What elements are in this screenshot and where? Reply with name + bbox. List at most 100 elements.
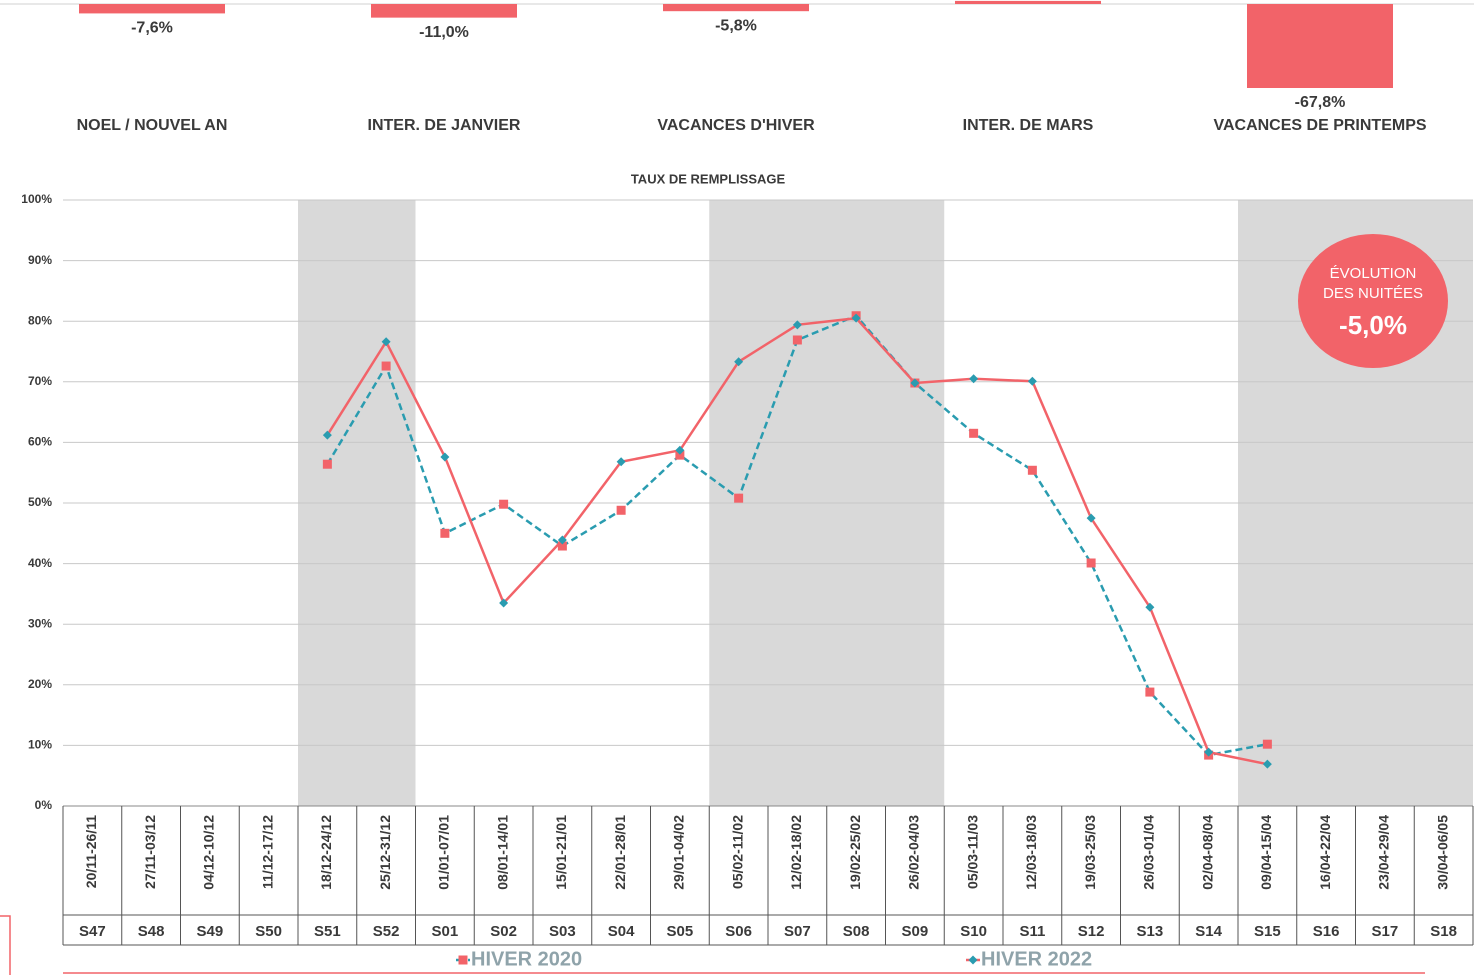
- x-tick-label: 30/04-06/05: [1434, 815, 1450, 890]
- x-tick-label: 15/01-21/01: [553, 815, 569, 890]
- week-label: S52: [373, 923, 400, 940]
- week-label: S14: [1195, 923, 1222, 940]
- annotation-text: DES NUITÉES: [1323, 285, 1423, 302]
- y-tick-label: 20%: [28, 677, 52, 691]
- x-tick-label: 04/12-10/12: [201, 815, 217, 890]
- x-tick-label: 05/02-11/02: [729, 815, 745, 889]
- marker: [969, 428, 979, 438]
- marker: [792, 320, 802, 330]
- x-tick-label: 25/12-31/12: [377, 815, 393, 890]
- marker: [1027, 465, 1037, 475]
- x-tick-label: 01/01-07/01: [436, 815, 452, 890]
- week-label: S50: [255, 923, 282, 940]
- week-label: S04: [608, 923, 635, 940]
- week-label: S08: [843, 923, 870, 940]
- marker: [322, 459, 332, 469]
- y-tick-label: 50%: [28, 495, 52, 509]
- marker: [1086, 558, 1096, 568]
- annotation-text: ÉVOLUTION: [1330, 265, 1417, 282]
- legend-label: HIVER 2022: [981, 948, 1092, 970]
- annotation-value: -5,0%: [1339, 310, 1407, 340]
- week-label: S49: [197, 923, 224, 940]
- marker: [851, 313, 861, 323]
- week-label: S12: [1078, 923, 1105, 940]
- marker: [440, 452, 450, 462]
- x-tick-label: 05/03-11/03: [964, 815, 980, 889]
- marker: [1262, 759, 1272, 769]
- x-tick-label: 23/04-29/04: [1376, 815, 1392, 890]
- bar: [371, 4, 517, 18]
- chart-title: TAUX DE REMPLISSAGE: [631, 171, 786, 186]
- category-label: VACANCES D'HIVER: [657, 117, 815, 134]
- value-label: -67,8%: [1295, 94, 1346, 111]
- week-label: S07: [784, 923, 811, 940]
- marker: [557, 541, 567, 551]
- x-tick-label: 16/04-22/04: [1317, 815, 1333, 890]
- y-tick-label: 90%: [28, 253, 52, 267]
- x-tick-label: 26/03-01/04: [1141, 815, 1157, 890]
- marker: [322, 430, 332, 440]
- legend-item: HIVER 2020: [456, 948, 582, 970]
- week-label: S02: [490, 923, 517, 940]
- y-tick-label: 60%: [28, 435, 52, 449]
- week-label: S48: [138, 923, 165, 940]
- marker: [734, 357, 744, 367]
- x-tick-label: 18/12-24/12: [318, 815, 334, 890]
- marker: [792, 335, 802, 345]
- y-tick-label: 80%: [28, 313, 52, 327]
- legend-marker: [968, 955, 978, 965]
- week-label: S06: [725, 923, 752, 940]
- category-label: VACANCES DE PRINTEMPS: [1213, 117, 1426, 134]
- bar: [955, 0, 1101, 4]
- y-tick-label: 100%: [21, 192, 52, 206]
- value-label: -7,6%: [131, 20, 173, 37]
- bar: [1247, 4, 1393, 88]
- marker: [616, 457, 626, 467]
- week-label: S03: [549, 923, 576, 940]
- week-label: S51: [314, 923, 341, 940]
- value-label: -5,8%: [715, 17, 757, 34]
- marker: [381, 337, 391, 347]
- x-tick-label: 26/02-04/03: [906, 815, 922, 890]
- week-label: S18: [1430, 923, 1457, 940]
- legend-marker: [458, 955, 468, 965]
- marker: [969, 374, 979, 384]
- marker: [557, 535, 567, 545]
- y-tick-label: 70%: [28, 374, 52, 388]
- week-label: S05: [667, 923, 694, 940]
- annotation-circle: [1298, 234, 1448, 368]
- marker: [1262, 739, 1272, 749]
- marker: [499, 598, 509, 608]
- week-label: S09: [902, 923, 929, 940]
- x-tick-label: 20/11-26/11: [83, 815, 99, 888]
- week-label: S10: [960, 923, 987, 940]
- x-tick-label: 29/01-04/02: [671, 815, 687, 890]
- x-tick-label: 09/04-15/04: [1258, 815, 1274, 890]
- x-tick-label: 08/01-14/01: [494, 815, 510, 890]
- x-tick-label: 19/03-25/03: [1082, 815, 1098, 890]
- x-tick-label: 22/01-28/01: [612, 815, 628, 890]
- marker: [1086, 513, 1096, 523]
- week-label: S15: [1254, 923, 1281, 940]
- week-label: S17: [1372, 923, 1399, 940]
- week-label: S01: [432, 923, 459, 940]
- value-label: -11,0%: [419, 24, 469, 41]
- frame-corner: [0, 915, 11, 975]
- y-tick-label: 10%: [28, 738, 52, 752]
- marker: [616, 505, 626, 515]
- legend-label: HIVER 2020: [471, 948, 582, 970]
- marker: [440, 528, 450, 538]
- week-label: S11: [1019, 923, 1045, 940]
- y-tick-label: 0%: [35, 798, 53, 812]
- marker: [1145, 602, 1155, 612]
- marker: [499, 499, 509, 509]
- week-label: S47: [79, 923, 106, 940]
- x-tick-label: 27/11-03/12: [142, 815, 158, 889]
- category-label: NOEL / NOUVEL AN: [77, 117, 228, 134]
- x-tick-label: 12/02-18/02: [788, 815, 804, 890]
- category-label: INTER. DE MARS: [963, 117, 1094, 134]
- x-tick-label: 19/02-25/02: [847, 815, 863, 890]
- marker: [675, 450, 685, 460]
- y-tick-label: 30%: [28, 616, 52, 630]
